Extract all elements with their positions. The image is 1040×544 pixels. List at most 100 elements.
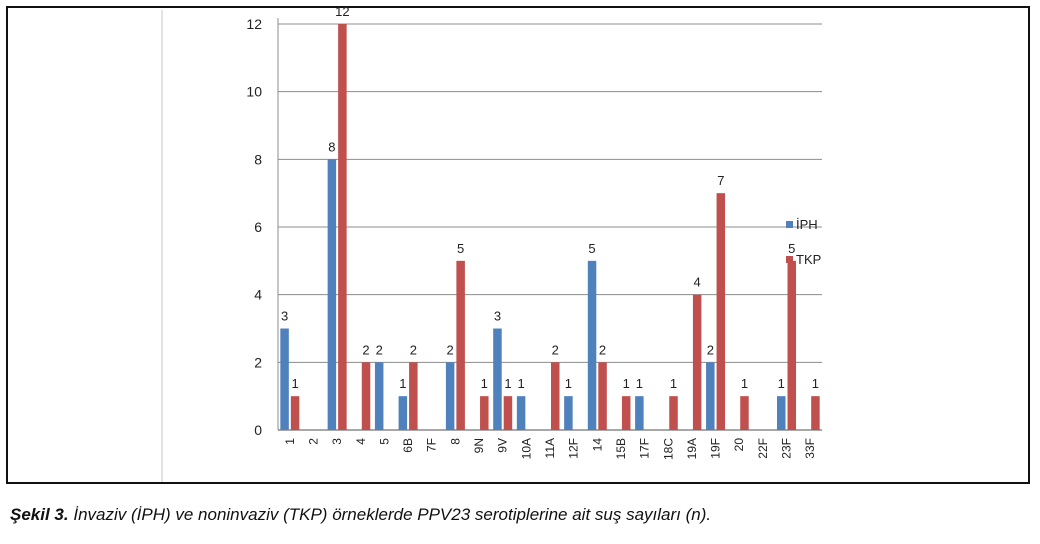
- data-label: 8: [328, 139, 335, 154]
- bar-tkp: [361, 362, 371, 430]
- x-tick-label: 11A: [543, 438, 557, 458]
- data-label: 2: [552, 342, 559, 357]
- x-tick-label: 3: [330, 438, 344, 445]
- bar-tkp: [598, 362, 607, 430]
- bar-tkp: [503, 396, 513, 430]
- figure-label: Şekil 3.: [10, 505, 69, 524]
- legend-swatch-iph: [786, 221, 793, 228]
- data-label: 1: [399, 376, 406, 391]
- data-label: 2: [410, 342, 417, 357]
- x-tick-label: 5: [377, 438, 391, 445]
- x-axis-ticks: 1 2 3 4 5 6B 7F 8 9N 9V 10A 11A 12F 14 15B 17F 18C 19A 19F…: [283, 438, 817, 460]
- x-tick-label: 9N: [472, 438, 486, 453]
- legend-label-tkp: TKP: [796, 252, 821, 267]
- data-label: 1: [812, 376, 819, 391]
- data-label: 1: [565, 376, 572, 391]
- data-label: 1: [623, 376, 630, 391]
- bar-iph: [777, 396, 786, 430]
- bar-tkp: [811, 396, 820, 430]
- data-label: 2: [376, 342, 383, 357]
- data-label: 7: [717, 173, 724, 188]
- bar-iph: [516, 396, 526, 430]
- x-tick-label: 19A: [685, 438, 699, 459]
- bar-tkp: [787, 260, 797, 430]
- figure-frame: [6, 6, 1030, 484]
- bar-tkp: [456, 260, 465, 430]
- x-tick-label: 14: [590, 438, 604, 452]
- x-tick-label: 1: [283, 438, 297, 445]
- bar-iph: [587, 260, 597, 430]
- caption-text: İnvaziv (İPH) ve noninvaziv (TKP) örnekl…: [73, 505, 712, 524]
- data-label: 4: [694, 275, 701, 290]
- bar-iph: [706, 362, 715, 430]
- x-tick-label: 7F: [425, 438, 439, 452]
- data-label: 1: [741, 376, 748, 391]
- bar-tkp: [621, 396, 631, 430]
- x-tick-label: 15B: [614, 438, 628, 459]
- y-axis-ticks: 0 2 4 6 8 10 12: [246, 16, 262, 438]
- data-label: 5: [588, 241, 595, 256]
- bar-iph: [493, 328, 502, 430]
- data-label: 1: [291, 376, 298, 391]
- legend-label-iph: İPH: [796, 217, 818, 232]
- bar-iph: [280, 328, 289, 430]
- figure-caption: Şekil 3. İnvaziv (İPH) ve noninvaziv (TK…: [10, 505, 711, 525]
- bar-tkp: [551, 362, 560, 430]
- data-label: 5: [788, 241, 795, 256]
- bar-tkp: [409, 362, 418, 430]
- bar-tkp: [692, 294, 702, 430]
- bar-iph: [635, 396, 644, 430]
- y-tick-label: 8: [254, 151, 262, 167]
- legend: İPH TKP: [786, 217, 821, 267]
- x-tick-label: 2: [306, 438, 320, 445]
- x-tick-label: 6B: [401, 438, 415, 453]
- x-tick-label: 18C: [661, 438, 675, 460]
- data-label: 1: [481, 376, 488, 391]
- y-tick-label: 4: [254, 287, 262, 303]
- data-label: 12: [335, 4, 349, 19]
- y-tick-label: 0: [254, 422, 262, 438]
- bar-iph: [374, 362, 384, 430]
- data-label: 2: [362, 342, 369, 357]
- bar-tkp: [669, 396, 678, 430]
- x-tick-label: 19F: [709, 438, 723, 459]
- x-tick-label: 9V: [496, 438, 510, 453]
- x-tick-label: 17F: [638, 438, 652, 459]
- data-label: 2: [447, 342, 454, 357]
- data-label: 5: [457, 241, 464, 256]
- bar-tkp: [480, 396, 489, 430]
- data-label: 2: [599, 342, 606, 357]
- x-tick-label: 22F: [756, 438, 770, 459]
- x-tick-label: 33F: [803, 438, 817, 459]
- x-tick-label: 4: [354, 438, 368, 445]
- x-tick-label: 23F: [780, 438, 794, 459]
- legend-swatch-tkp: [786, 256, 793, 263]
- bar-iph: [327, 159, 337, 431]
- bar-tkp: [290, 396, 300, 430]
- data-label: 1: [504, 376, 511, 391]
- data-label: 1: [670, 376, 677, 391]
- data-label: 1: [636, 376, 643, 391]
- bars: [280, 24, 820, 431]
- bar-tkp: [716, 193, 726, 430]
- x-tick-label: 8: [448, 438, 462, 445]
- y-tick-label: 10: [246, 84, 262, 100]
- bar-iph: [398, 396, 408, 430]
- data-label: 2: [707, 342, 714, 357]
- data-label: 1: [517, 376, 524, 391]
- x-tick-label: 10A: [519, 438, 533, 459]
- x-tick-label: 12F: [567, 438, 581, 459]
- y-tick-label: 12: [246, 16, 262, 32]
- x-tick-label: 20: [732, 438, 746, 452]
- bar-tkp: [740, 396, 749, 430]
- y-tick-label: 6: [254, 219, 262, 235]
- data-label: 3: [494, 309, 501, 324]
- data-label: 3: [281, 309, 288, 324]
- y-tick-label: 2: [254, 354, 262, 370]
- data-label: 1: [778, 376, 785, 391]
- bar-iph: [564, 396, 573, 430]
- bar-tkp: [338, 24, 347, 430]
- bar-iph: [445, 362, 455, 430]
